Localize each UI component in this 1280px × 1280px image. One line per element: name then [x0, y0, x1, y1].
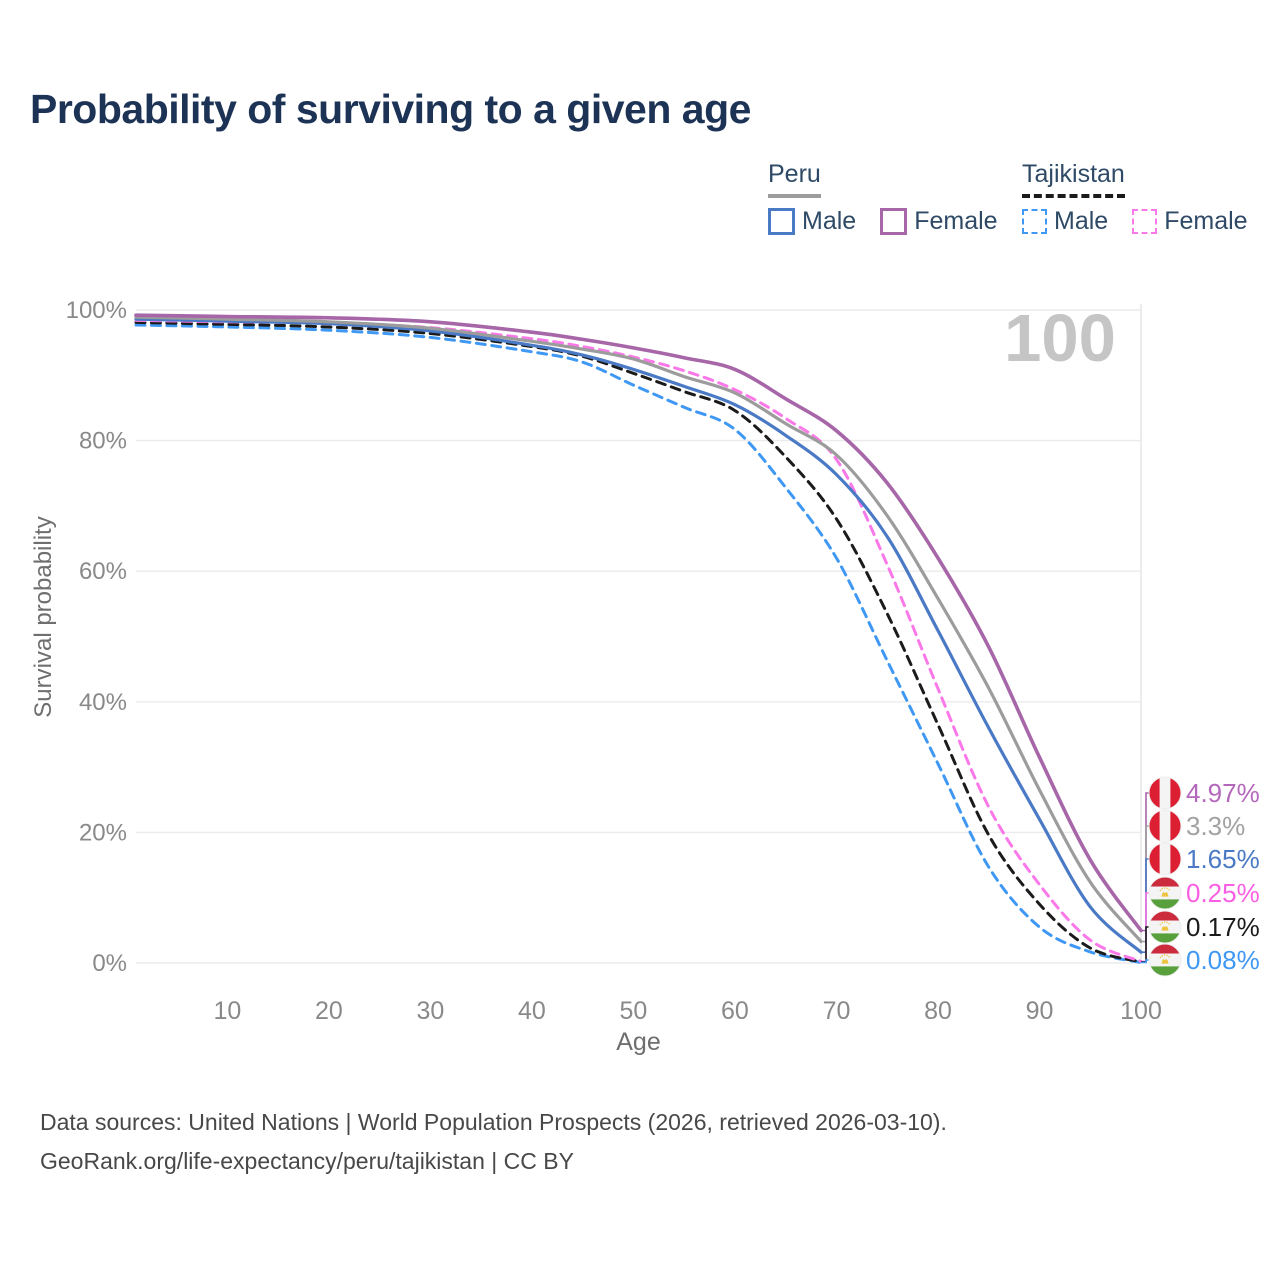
tajikistan-male-swatch-icon [1022, 209, 1047, 234]
curve-tajikistan-both [134, 320, 1143, 964]
y-tick-label: 0% [92, 950, 127, 977]
x-tick-label: 40 [518, 997, 546, 1025]
y-axis-title: Survival probability [30, 516, 57, 718]
legend-country-peru[interactable]: Peru [768, 160, 821, 198]
end-value-label: 0.17% [1186, 912, 1260, 942]
tajikistan-female-swatch-icon [1132, 209, 1158, 234]
y-tick-label: 80% [79, 428, 127, 455]
curve-tajikistan-female [134, 318, 1143, 963]
legend-label: Male [802, 207, 857, 235]
end-value-label: 0.08% [1186, 945, 1260, 975]
y-tick-label: 20% [79, 819, 127, 846]
y-tick-label: 60% [79, 558, 127, 585]
age-watermark: 100 [1004, 301, 1116, 376]
legend-item-tajikistan-female[interactable]: Female [1132, 207, 1248, 236]
legend-label: Male [1054, 207, 1109, 235]
legend-group-tajikistan: Tajikistan Male Female [1022, 160, 1248, 236]
end-value-label: 3.3% [1186, 811, 1245, 841]
y-tick-label: 100% [66, 297, 127, 324]
peru-flag-icon [1148, 776, 1182, 810]
x-tick-label: 80 [924, 997, 952, 1025]
x-tick-label: 20 [315, 997, 343, 1025]
tajikistan-flag-icon [1148, 910, 1182, 944]
x-tick-label: 100 [1120, 997, 1162, 1025]
footer: Data sources: United Nations | World Pop… [40, 1103, 947, 1181]
tajikistan-flag-icon [1148, 876, 1182, 910]
curve-peru-both [134, 315, 1143, 944]
x-tick-label: 10 [213, 997, 241, 1025]
peru-female-swatch-icon [880, 208, 908, 235]
end-value-label: 1.65% [1186, 844, 1260, 874]
legend-item-tajikistan-male[interactable]: Male [1022, 207, 1108, 236]
x-tick-label: 50 [619, 997, 647, 1025]
curve-peru-male [134, 317, 1143, 954]
legend-item-peru-male[interactable]: Male [768, 207, 856, 236]
y-tick-label: 40% [79, 689, 127, 716]
x-tick-label: 90 [1026, 997, 1054, 1025]
peru-flag-icon [1148, 842, 1182, 876]
x-axis-title: Age [616, 1028, 660, 1056]
curve-peru-female [134, 313, 1143, 933]
curve-tajikistan-male [134, 323, 1143, 964]
legend-label: Female [914, 207, 998, 235]
x-tick-label: 30 [416, 997, 444, 1025]
legend-country-tajikistan[interactable]: Tajikistan [1022, 160, 1125, 198]
page-title: Probability of surviving to a given age [30, 86, 751, 132]
legend-item-peru-female[interactable]: Female [880, 207, 998, 236]
tajikistan-flag-icon [1148, 943, 1182, 977]
legend-items-tajikistan: Male Female [1022, 207, 1248, 236]
peru-male-swatch-icon [768, 208, 795, 235]
x-tick-label: 60 [721, 997, 749, 1025]
legend-items-peru: Male Female [768, 207, 998, 236]
end-value-label: 4.97% [1186, 778, 1260, 808]
footer-attribution: GeoRank.org/life-expectancy/peru/tajikis… [40, 1148, 574, 1174]
legend-label: Female [1164, 207, 1248, 235]
legend-group-peru: Peru Male Female [768, 160, 998, 236]
peru-flag-icon [1148, 809, 1182, 843]
footer-data-sources: Data sources: United Nations | World Pop… [40, 1109, 947, 1135]
x-tick-label: 70 [823, 997, 851, 1025]
end-value-label: 0.25% [1186, 878, 1260, 908]
